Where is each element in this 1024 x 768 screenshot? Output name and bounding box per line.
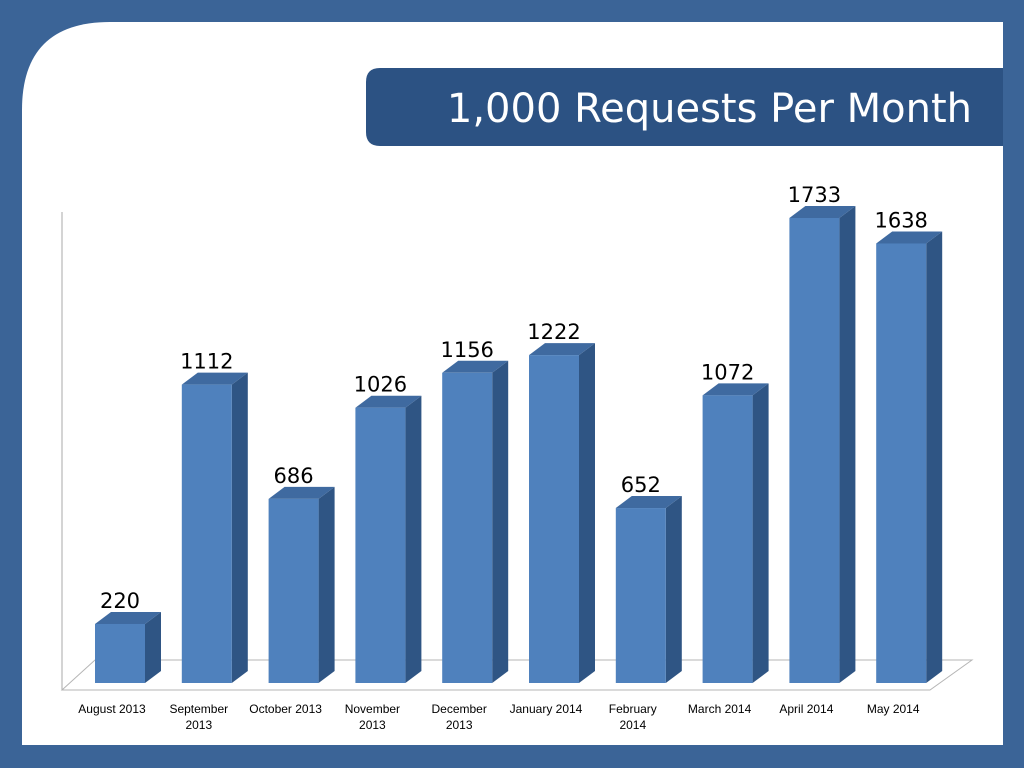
bar-top (268, 486, 335, 499)
x-tick-label: September 2013 (169, 702, 229, 732)
bar (529, 355, 579, 683)
bar (442, 372, 493, 683)
bar-top (615, 496, 682, 509)
x-tick-label: October 2013 (249, 702, 322, 716)
bar (95, 623, 145, 683)
x-tick-label: January 2014 (509, 702, 583, 716)
bar-top (181, 372, 248, 385)
x-tick-label: April 2014 (779, 702, 834, 716)
bar-top (876, 231, 943, 244)
bar-side (405, 395, 422, 683)
value-label: 1638 (874, 208, 927, 232)
chart-title: 1,000 Requests Per Month (447, 86, 972, 132)
bar (789, 217, 840, 683)
value-label: 1222 (527, 320, 580, 344)
bar-side (579, 343, 595, 683)
bar-side (231, 372, 248, 683)
bar-side (752, 383, 769, 683)
bar-side (318, 486, 335, 683)
bar-top (355, 395, 422, 408)
bar-top (529, 343, 595, 356)
bar-top (789, 205, 856, 218)
title-bar (366, 68, 1003, 146)
bar (876, 243, 927, 683)
bar (355, 407, 406, 683)
value-label: 220 (100, 589, 140, 613)
bar-side (492, 360, 509, 683)
x-tick-label: November 2013 (344, 702, 401, 732)
value-label: 1733 (788, 183, 841, 207)
x-tick-label: March 2014 (687, 702, 752, 716)
bar-top (95, 611, 161, 624)
x-tick-label: February 2014 (608, 702, 657, 732)
value-label: 652 (621, 473, 661, 497)
value-label: 686 (274, 464, 314, 488)
x-tick-label: August 2013 (78, 702, 146, 716)
value-label: 1026 (354, 373, 407, 397)
bar-side (665, 496, 682, 683)
bar (615, 508, 666, 683)
bar-top (442, 360, 509, 373)
x-tick-label: May 2014 (866, 702, 920, 716)
value-label: 1072 (701, 360, 754, 384)
bar-side (145, 611, 161, 683)
value-label: 1112 (180, 350, 233, 374)
bar (268, 498, 319, 683)
value-label: 1156 (440, 338, 493, 362)
bar (181, 384, 232, 683)
bar (702, 395, 753, 683)
bar-top (702, 383, 769, 396)
bar-side (839, 205, 856, 683)
bar-side (926, 231, 943, 683)
x-tick-label: December 2013 (431, 702, 487, 732)
